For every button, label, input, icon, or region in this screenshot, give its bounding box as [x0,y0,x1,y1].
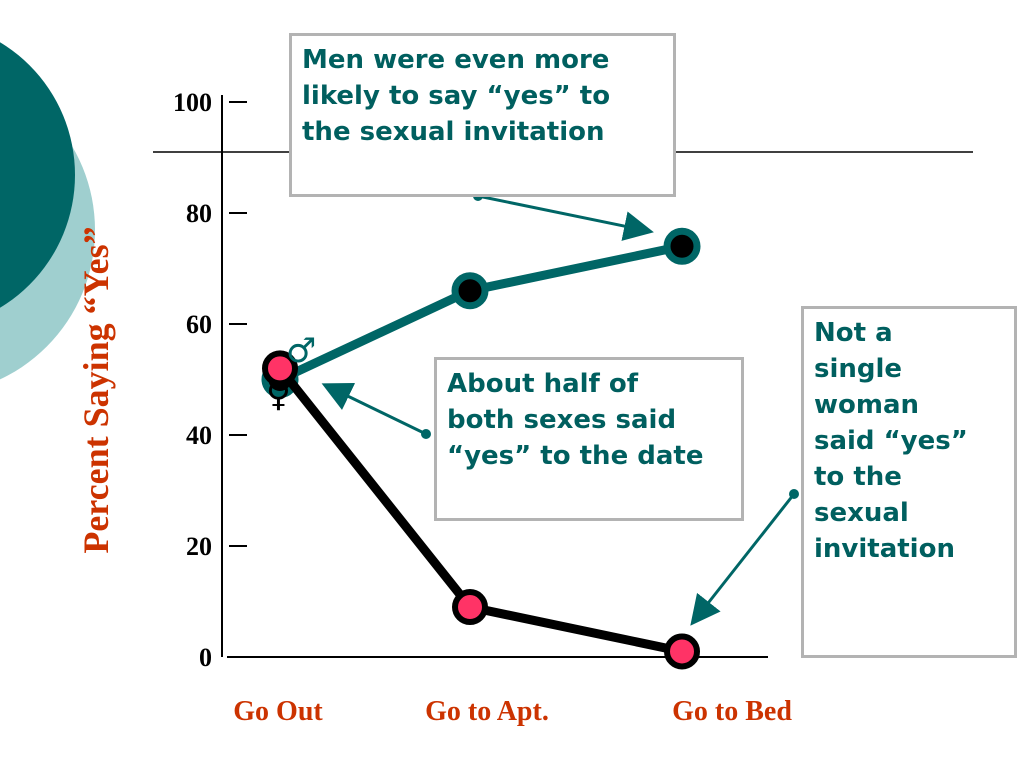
y-tick-label: 60 [186,310,212,339]
point-men [451,272,489,310]
x-tick-label: Go to Apt. [425,696,549,727]
point-women [664,633,700,670]
point-women [452,589,488,626]
callout-half-line: About half of [447,369,639,399]
callout-women-line: said “yes” [814,426,968,456]
callout-women-line: woman [814,390,920,420]
x-tick-label: Go to Bed [672,696,792,727]
callout-men-line: the sexual invitation [302,117,605,147]
y-axis-label: Percent Saying “Yes” [76,226,116,553]
y-tick-label: 0 [199,643,212,672]
arrow-women [690,493,796,626]
callout-women-line: invitation [814,534,955,564]
series-group [261,227,701,670]
callout-women-line: single [814,354,903,384]
callout-men-line: likely to say “yes” to [302,81,611,111]
y-ticks: 0 20 40 60 80 100 [173,88,247,672]
callout-men-line: Men were even more [302,45,610,75]
callout-half-line: both sexes said [447,405,677,435]
callout-women-line: to the [814,462,902,492]
point-men [663,227,701,265]
arrow-men [477,194,654,241]
callout-half-line: “yes” to the date [447,441,704,471]
female-symbol: ♀ [266,375,291,415]
callout-women-line: sexual [814,498,909,528]
callout-arrows [321,191,799,626]
callout-women: Not a single woman said “yes” to the sex… [801,306,1017,658]
arrow-half [321,382,427,436]
x-tick-label: Go Out [233,696,323,727]
y-tick-label: 100 [173,88,212,117]
point-women [262,350,298,387]
y-tick-label: 40 [186,421,212,450]
callout-half: About half of both sexes said “yes” to t… [434,357,744,521]
male-symbol: ♂ [286,331,317,371]
decoration-dark-circle [0,42,75,308]
category-labels: Go Out Go to Apt. Go to Bed [233,696,792,727]
y-tick-label: 20 [186,532,212,561]
callout-women-line: Not a [814,318,893,348]
y-tick-label: 80 [186,199,212,228]
callout-men: Men were even more likely to say “yes” t… [289,33,676,197]
